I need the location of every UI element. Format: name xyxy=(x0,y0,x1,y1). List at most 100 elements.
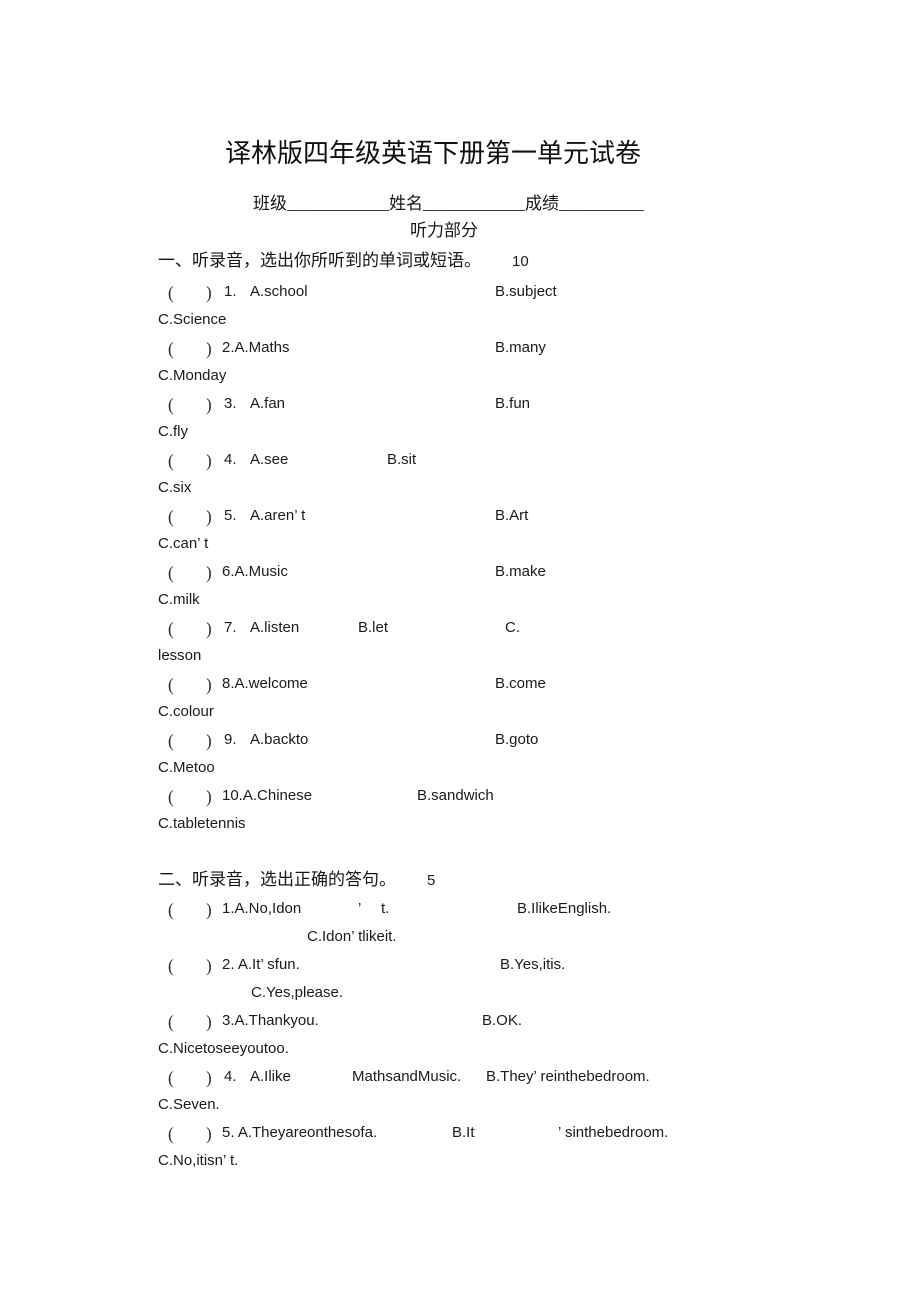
item-number-option-a: 5. A.Theyareonthesofa. xyxy=(222,1124,378,1141)
item-number: 4. xyxy=(224,451,237,468)
option-b: B.make xyxy=(495,563,546,580)
s1-item6-options: ( ) 6.A.Music B.make xyxy=(0,563,920,587)
paren-open: ( xyxy=(168,1123,174,1144)
item-number: 7. xyxy=(224,619,237,636)
option-c: C.tabletennis xyxy=(158,815,246,832)
section1-points: 10 xyxy=(512,253,529,270)
paren-open: ( xyxy=(168,562,174,583)
paren-close: ) xyxy=(206,506,212,527)
paren-close: ) xyxy=(206,450,212,471)
s2-item2-options: ( ) 2. A.It’ sfun. B.Yes,itis. xyxy=(0,956,920,980)
option-c: C.Nicetoseeyoutoo. xyxy=(158,1040,289,1057)
paren-close: ) xyxy=(206,1067,212,1088)
option-b: B.IlikeEnglish. xyxy=(517,900,612,917)
option-b: B.OK. xyxy=(482,1012,523,1029)
s1-item4-option-c: C.six xyxy=(0,479,920,503)
item-number: 4. xyxy=(224,1068,237,1085)
paren-open: ( xyxy=(168,786,174,807)
option-c: C.six xyxy=(158,479,192,496)
s1-item4-options: ( ) 4. A.see B.sit xyxy=(0,451,920,475)
paren-close: ) xyxy=(206,899,212,920)
option-a: A.aren’ t xyxy=(250,507,306,524)
item-number: 5. xyxy=(224,507,237,524)
s1-item7-options: ( ) 7. A.listen B.let C. xyxy=(0,619,920,643)
paren-open: ( xyxy=(168,674,174,695)
paren-close: ) xyxy=(206,1011,212,1032)
item-number-option-a: 1.A.No,Idon xyxy=(222,900,302,917)
option-b: B.subject xyxy=(495,283,557,300)
paren-open: ( xyxy=(168,618,174,639)
option-a: A.backto xyxy=(250,731,309,748)
option-c: C.Monday xyxy=(158,367,227,384)
option-a: A.fan xyxy=(250,395,286,412)
part-header-line: 听力部分 xyxy=(0,221,920,245)
s2-item4-option-c: C.Seven. xyxy=(0,1096,920,1120)
option-a-tail: MathsandMusic. xyxy=(352,1068,462,1085)
s1-item7-option-c: lesson xyxy=(0,647,920,671)
s1-item9-options: ( ) 9. A.backto B.goto xyxy=(0,731,920,755)
option-c-label: C. xyxy=(505,619,520,636)
item-number-option-a: 3.A.Thankyou. xyxy=(222,1012,319,1029)
paren-close: ) xyxy=(206,562,212,583)
option-b-tail: ’ sinthebedroom. xyxy=(558,1124,669,1141)
option-b: B.Yes,itis. xyxy=(500,956,566,973)
option-b: B.many xyxy=(495,339,546,356)
option-c: C.Metoo xyxy=(158,759,215,776)
option-c: C.colour xyxy=(158,703,214,720)
s2-item1-option-c: C.Idon’ tlikeit. xyxy=(0,928,920,952)
option-c-word: lesson xyxy=(158,647,202,664)
option-b: B.fun xyxy=(495,395,531,412)
option-b: B.come xyxy=(495,675,546,692)
item-number: 1. xyxy=(224,283,237,300)
option-a: A.school xyxy=(250,283,308,300)
s1-item8-option-c: C.colour xyxy=(0,703,920,727)
paren-close: ) xyxy=(206,282,212,303)
item-number-option-a: 2. A.It’ sfun. xyxy=(222,956,300,973)
s1-item5-option-c: C.can’ t xyxy=(0,535,920,559)
paren-open: ( xyxy=(168,899,174,920)
paren-close: ) xyxy=(206,338,212,359)
s1-item2-option-c: C.Monday xyxy=(0,367,920,391)
paren-close: ) xyxy=(206,1123,212,1144)
s2-item3-option-c: C.Nicetoseeyoutoo. xyxy=(0,1040,920,1064)
s1-item10-options: ( ) 10.A.Chinese B.sandwich xyxy=(0,787,920,811)
s1-item1-options: ( ) 1. A.school B.subject xyxy=(0,283,920,307)
option-b: B.let xyxy=(358,619,389,636)
s1-item10-option-c: C.tabletennis xyxy=(0,815,920,839)
option-b: B.goto xyxy=(495,731,539,748)
option-c: C.milk xyxy=(158,591,200,608)
option-b: B.sandwich xyxy=(417,787,494,804)
s1-item8-options: ( ) 8.A.welcome B.come xyxy=(0,675,920,699)
option-b: B.sit xyxy=(387,451,417,468)
s1-item3-options: ( ) 3. A.fan B.fun xyxy=(0,395,920,419)
item-number-option-a: 6.A.Music xyxy=(222,563,288,580)
paren-close: ) xyxy=(206,394,212,415)
section2-heading-line: 二、听录音，选出正确的答句。 5 xyxy=(0,870,920,894)
s2-item2-option-c: C.Yes,please. xyxy=(0,984,920,1008)
paren-close: ) xyxy=(206,730,212,751)
section1-heading-line: 一、听录音，选出你所听到的单词或短语。 10 xyxy=(0,251,920,275)
item-number: 3. xyxy=(224,395,237,412)
s2-item4-options: ( ) 4. A.Ilike MathsandMusic. B.They’ re… xyxy=(0,1068,920,1092)
paren-open: ( xyxy=(168,955,174,976)
paren-open: ( xyxy=(168,450,174,471)
s2-item5-options: ( ) 5. A.Theyareonthesofa. B.It ’ sinthe… xyxy=(0,1124,920,1148)
section2-heading: 二、听录音，选出正确的答句。 xyxy=(158,870,396,889)
item-number-option-a: 10.A.Chinese xyxy=(222,787,313,804)
student-info-line: 班级____________姓名____________成绩__________ xyxy=(0,194,920,218)
s1-item9-option-c: C.Metoo xyxy=(0,759,920,783)
option-c: C.Yes,please. xyxy=(251,984,344,1001)
paren-close: ) xyxy=(206,955,212,976)
option-c: C.Idon’ tlikeit. xyxy=(307,928,397,945)
section1-heading: 一、听录音，选出你所听到的单词或短语。 xyxy=(158,251,481,270)
page-title: 译林版四年级英语下册第一单元试卷 xyxy=(225,139,642,168)
paren-close: ) xyxy=(206,618,212,639)
option-c: C.fly xyxy=(158,423,188,440)
option-a: A.listen xyxy=(250,619,300,636)
s1-item1-option-c: C.Science xyxy=(0,311,920,335)
paren-open: ( xyxy=(168,506,174,527)
apostrophe: ’ xyxy=(358,900,362,917)
option-a-tail: t. xyxy=(381,900,390,917)
s2-item3-options: ( ) 3.A.Thankyou. B.OK. xyxy=(0,1012,920,1036)
